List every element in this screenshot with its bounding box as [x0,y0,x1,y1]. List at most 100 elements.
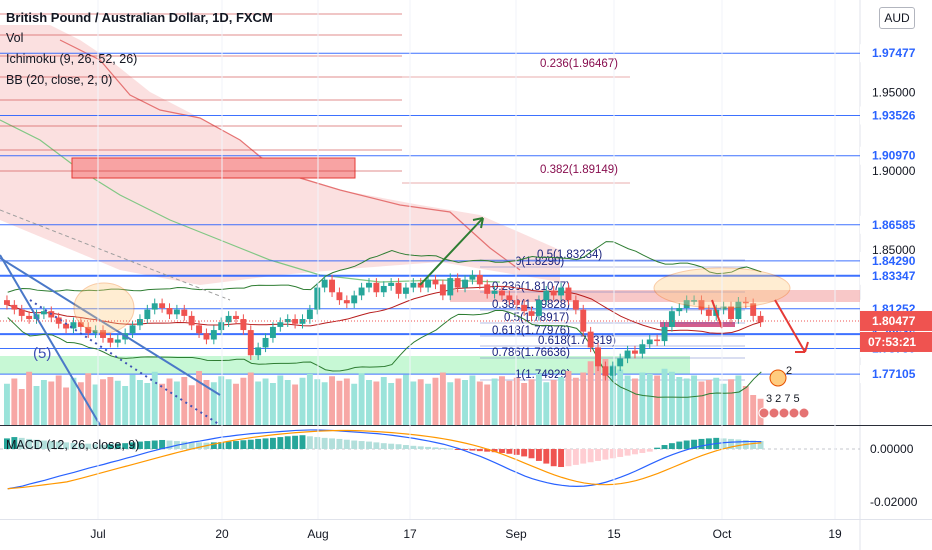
candle-body [240,319,247,331]
volume-bar [292,384,299,425]
macd-hist-bar [233,441,239,449]
volume-bar [100,379,106,425]
macd-hist-bar [750,440,757,449]
macd-hist-bar [558,449,565,468]
macd-hist-bar [410,445,417,449]
candle-body [513,300,520,305]
macd-hist-bar [284,436,291,449]
legend-ichimoku[interactable]: Ichimoku (9, 26, 52, 26) [6,52,138,66]
macd-hist-bar [565,449,572,467]
level-label-bg [860,365,932,384]
macd-hist-bar [572,449,579,465]
candle-body [299,319,306,324]
macd-hist-bar [447,448,454,450]
macd-hist-bar [166,440,173,449]
volume-bar [595,356,601,425]
macd-hist-bar [543,449,550,464]
macd-hist-bar [292,435,299,449]
candle-body [262,337,269,348]
candle-body [269,326,276,338]
volume-bar [85,373,92,425]
macd-hist-bar [417,446,424,449]
candle-body [284,319,291,323]
volume-bar [269,383,276,425]
volume-bar [18,389,25,425]
volume-bar [233,383,239,425]
volume-bar [159,383,166,425]
candle-body [26,315,33,320]
volume-bar [550,380,557,425]
volume-bar [476,381,483,425]
signal-line [7,429,762,490]
flag-icon [778,407,790,419]
candle-body [85,326,92,334]
candle-body [388,282,395,286]
macd-hist-bar [683,440,690,449]
macd-tick: 0.00000 [870,442,914,456]
volume-bar [373,381,380,425]
volume-bar [122,386,129,425]
volume-bar [617,369,624,425]
macd-tick: -0.02000 [870,495,918,509]
volume-bar [129,374,136,425]
macd-hist-bar [491,449,498,453]
macd-hist-bar [262,438,269,449]
macd-hist-bar [432,447,439,449]
currency-button[interactable]: AUD [879,7,915,29]
macd-hist-bar [668,443,675,449]
volume-bar [646,374,653,425]
legend-macd[interactable]: MACD (12, 26, close, 9) [6,438,140,452]
candle-body [757,315,764,323]
legend-bollinger[interactable]: BB (20, close, 2, 0) [6,73,113,87]
wave-label: (5) [33,345,51,362]
volume-bar [587,361,594,425]
volume-bar [521,383,528,425]
candle-body [129,325,136,334]
current-price-box [860,310,932,331]
macd-hist-bar [299,435,306,449]
fib-lower-label: 0.618(1.77976) [492,325,570,337]
macd-hist-bar [506,449,513,454]
volume-bar [366,380,372,425]
candle-body [159,303,166,309]
candle-body [676,308,683,312]
candle-body [380,285,387,293]
macd-hist-bar [247,439,254,449]
fib-label: 0.236(1.96467) [540,58,618,70]
candle-body [351,295,358,304]
volume-bar [321,382,328,425]
candle-body [70,322,77,329]
candle-body [107,337,114,343]
ichimoku-span-a [0,119,501,283]
time-tick: 17 [403,527,417,541]
candle-body [114,339,121,343]
candle-body [173,309,180,315]
volume-bar [314,379,321,425]
macd-hist-bar [151,440,158,449]
volume-bar [624,375,631,425]
volume-bar [750,395,757,425]
volume-bar [196,371,203,425]
volume-bar [713,377,720,425]
macd-hist-bar [513,449,520,455]
event-badge: 2 [786,365,792,377]
level-label-bg [860,215,932,234]
macd-hist-bar [159,439,166,449]
trendline-dashed [0,209,231,301]
volume-bar [543,382,550,425]
macd-hist-bar [439,447,446,449]
candle-body [558,287,565,296]
fib-lower-label: 0.382(1.79828) [492,299,570,311]
legend-vol[interactable]: Vol [6,31,24,45]
macd-hist-bar [388,443,395,449]
level-label: 1.97477 [872,46,916,60]
price-tick: 1.95000 [872,85,916,99]
level-label: 1.84290 [872,254,916,268]
candle-body [617,358,624,367]
time-tick: Oct [713,527,732,541]
volume-bar [491,378,498,425]
candle-body [447,278,454,296]
macd-hist-bar [757,441,764,449]
macd-hist-bar [100,444,106,449]
volume-bar [535,374,542,425]
